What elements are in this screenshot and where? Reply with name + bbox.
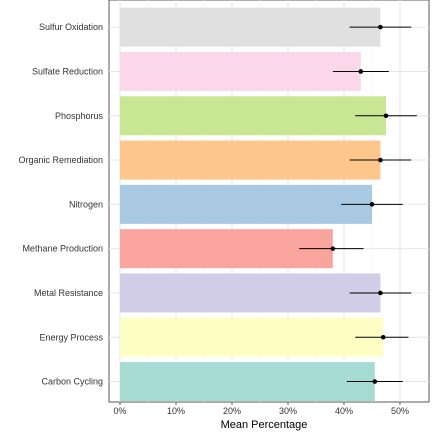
bar: [120, 273, 381, 313]
category-label: Sulfate Reduction: [32, 66, 103, 76]
mean-point: [378, 24, 383, 30]
bars-layer: [120, 7, 386, 402]
category-label: Organic Remediation: [18, 155, 103, 165]
bar: [120, 51, 361, 91]
mean-point: [358, 69, 364, 74]
category-label: Methane Production: [22, 244, 103, 254]
x-tick-label: 10%: [167, 406, 185, 416]
x-tick-label: 40%: [335, 406, 353, 416]
bar: [120, 184, 372, 224]
mean-point: [380, 334, 386, 340]
x-tick-label: 0%: [113, 406, 126, 416]
x-tick-labels: 0% 10% 20% 30% 40% 50%: [113, 402, 409, 416]
x-tick-label: 20%: [223, 406, 241, 416]
mean-point: [378, 157, 383, 163]
mean-point: [372, 379, 378, 384]
x-axis-title: Mean Percentage: [221, 419, 308, 431]
error-bars-layer: [299, 24, 417, 384]
mean-point: [369, 202, 375, 207]
bar: [120, 7, 381, 47]
category-label: Sulfur Oxidation: [39, 22, 103, 32]
category-label: Metal Resistance: [34, 288, 103, 298]
x-tick-label: 50%: [391, 406, 409, 416]
category-label: Phosphorus: [55, 111, 104, 121]
bar: [120, 140, 381, 180]
bar: [120, 96, 386, 136]
category-label: Energy Process: [39, 332, 103, 342]
mean-point: [378, 290, 383, 296]
category-label: Nitrogen: [69, 199, 103, 209]
mean-point: [383, 113, 389, 119]
bar: [120, 317, 384, 357]
bar: [120, 229, 333, 269]
x-tick-label: 30%: [279, 406, 297, 416]
category-label: Carbon Cycling: [41, 377, 103, 387]
bar: [120, 362, 375, 402]
category-labels: Sulfur Oxidation Sulfate Reduction Phospho…: [18, 22, 103, 386]
mean-point: [330, 246, 336, 251]
